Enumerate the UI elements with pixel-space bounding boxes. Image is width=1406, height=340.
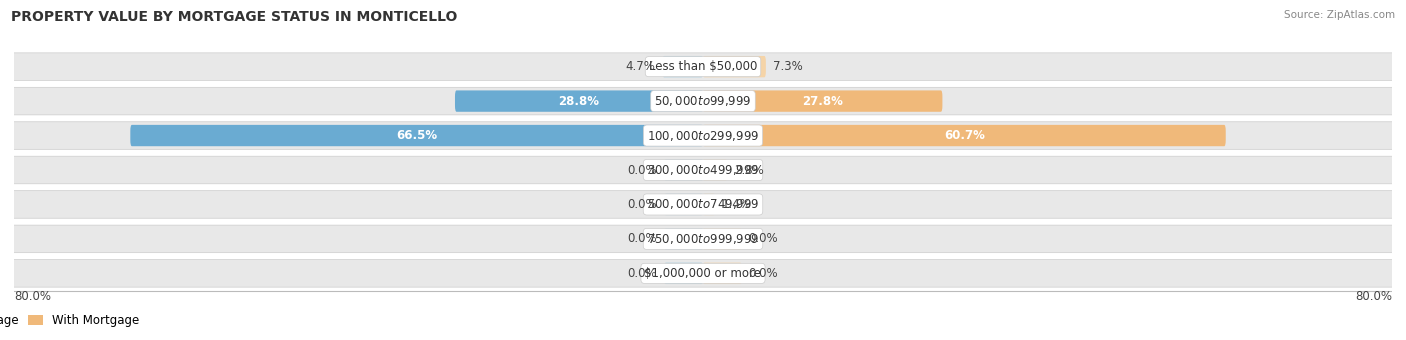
Text: 0.0%: 0.0% [627, 164, 658, 176]
Text: Source: ZipAtlas.com: Source: ZipAtlas.com [1284, 10, 1395, 20]
Text: $750,000 to $999,999: $750,000 to $999,999 [647, 232, 759, 246]
FancyBboxPatch shape [703, 263, 742, 284]
FancyBboxPatch shape [703, 228, 742, 250]
FancyBboxPatch shape [456, 90, 703, 112]
FancyBboxPatch shape [703, 194, 716, 215]
Text: 0.0%: 0.0% [748, 267, 779, 280]
FancyBboxPatch shape [0, 191, 1406, 218]
Text: 0.0%: 0.0% [748, 233, 779, 245]
Text: 27.8%: 27.8% [803, 95, 844, 107]
Text: PROPERTY VALUE BY MORTGAGE STATUS IN MONTICELLO: PROPERTY VALUE BY MORTGAGE STATUS IN MON… [11, 10, 457, 24]
Text: $500,000 to $749,999: $500,000 to $749,999 [647, 198, 759, 211]
Legend: Without Mortgage, With Mortgage: Without Mortgage, With Mortgage [0, 314, 139, 327]
FancyBboxPatch shape [664, 159, 703, 181]
Text: 66.5%: 66.5% [396, 129, 437, 142]
Text: 80.0%: 80.0% [1355, 290, 1392, 303]
FancyBboxPatch shape [703, 56, 766, 77]
FancyBboxPatch shape [664, 263, 703, 284]
Text: 28.8%: 28.8% [558, 95, 599, 107]
FancyBboxPatch shape [703, 159, 727, 181]
Text: $100,000 to $299,999: $100,000 to $299,999 [647, 129, 759, 142]
Text: 0.0%: 0.0% [627, 267, 658, 280]
Text: Less than $50,000: Less than $50,000 [648, 60, 758, 73]
FancyBboxPatch shape [662, 56, 703, 77]
FancyBboxPatch shape [703, 90, 942, 112]
FancyBboxPatch shape [0, 87, 1406, 115]
FancyBboxPatch shape [0, 156, 1406, 184]
FancyBboxPatch shape [0, 225, 1406, 253]
Text: 2.8%: 2.8% [734, 164, 763, 176]
FancyBboxPatch shape [0, 53, 1406, 81]
Text: 7.3%: 7.3% [773, 60, 803, 73]
FancyBboxPatch shape [0, 122, 1406, 149]
Text: 0.0%: 0.0% [627, 198, 658, 211]
FancyBboxPatch shape [703, 125, 1226, 146]
Text: 80.0%: 80.0% [14, 290, 51, 303]
Text: $1,000,000 or more: $1,000,000 or more [644, 267, 762, 280]
FancyBboxPatch shape [664, 228, 703, 250]
FancyBboxPatch shape [131, 125, 703, 146]
Text: $50,000 to $99,999: $50,000 to $99,999 [654, 94, 752, 108]
Text: 60.7%: 60.7% [943, 129, 984, 142]
Text: 4.7%: 4.7% [626, 60, 655, 73]
Text: $300,000 to $499,999: $300,000 to $499,999 [647, 163, 759, 177]
Text: 1.4%: 1.4% [721, 198, 752, 211]
FancyBboxPatch shape [0, 259, 1406, 287]
Text: 0.0%: 0.0% [627, 233, 658, 245]
FancyBboxPatch shape [664, 194, 703, 215]
